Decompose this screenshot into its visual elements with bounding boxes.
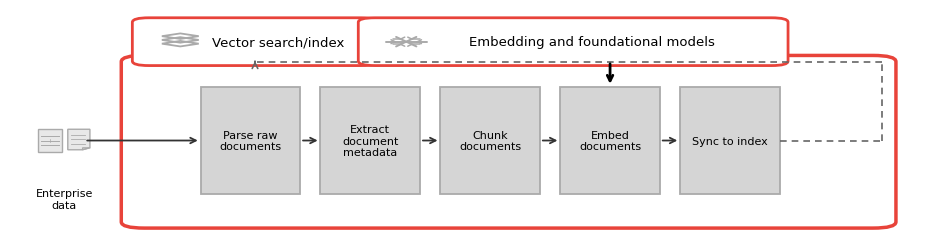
Polygon shape bbox=[68, 130, 90, 150]
Text: Sync to index: Sync to index bbox=[692, 136, 768, 146]
FancyBboxPatch shape bbox=[201, 87, 301, 195]
Text: Embedding and foundational models: Embedding and foundational models bbox=[469, 36, 714, 49]
Text: Chunk
documents: Chunk documents bbox=[459, 130, 521, 152]
Text: Extract
document
metadata: Extract document metadata bbox=[342, 124, 399, 158]
Text: Enterprise
data: Enterprise data bbox=[35, 188, 92, 210]
FancyBboxPatch shape bbox=[320, 87, 420, 195]
FancyBboxPatch shape bbox=[132, 19, 377, 66]
FancyBboxPatch shape bbox=[121, 56, 896, 228]
Text: Embed
documents: Embed documents bbox=[579, 130, 641, 152]
FancyBboxPatch shape bbox=[38, 130, 62, 152]
Text: Parse raw
documents: Parse raw documents bbox=[219, 130, 281, 152]
Polygon shape bbox=[82, 148, 90, 150]
FancyBboxPatch shape bbox=[440, 87, 540, 195]
Text: Vector search/index: Vector search/index bbox=[212, 36, 344, 49]
FancyBboxPatch shape bbox=[680, 87, 780, 195]
FancyBboxPatch shape bbox=[561, 87, 660, 195]
FancyBboxPatch shape bbox=[358, 19, 788, 66]
